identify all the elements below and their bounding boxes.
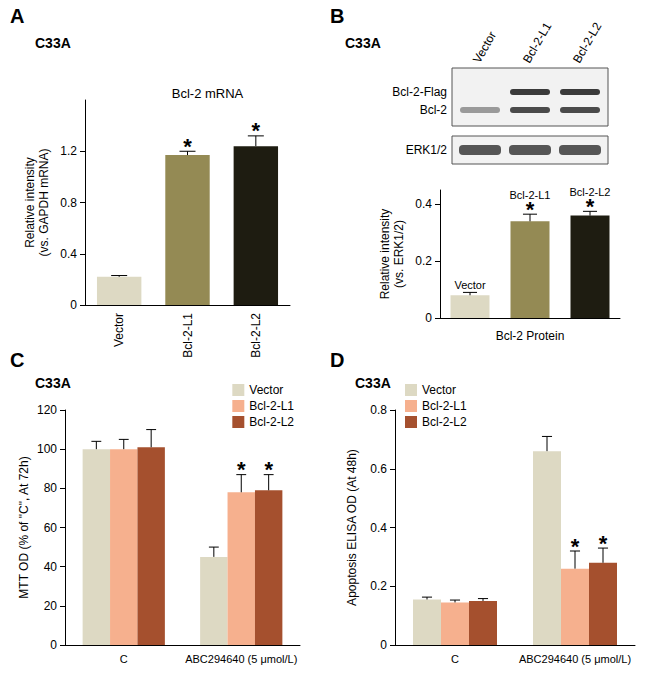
svg-text:Bcl-2-L1: Bcl-2-L1 [510,189,551,201]
svg-text:Vector: Vector [422,383,456,397]
svg-text:0.2: 0.2 [415,254,432,268]
svg-text:C33A: C33A [355,375,391,391]
svg-text:C: C [10,349,24,371]
svg-text:C33A: C33A [35,375,71,391]
svg-text:Apoptosis ELISA OD (At 48h): Apoptosis ELISA OD (At 48h) [345,449,359,606]
svg-text:A: A [10,5,24,27]
svg-text:D: D [330,349,344,371]
svg-text:*: * [183,134,192,159]
svg-text:Vector: Vector [470,29,499,65]
svg-text:Bcl-2-L2: Bcl-2-L2 [249,415,294,429]
svg-text:20: 20 [44,599,58,613]
svg-text:Bcl-2: Bcl-2 [420,103,448,117]
svg-text:*: * [571,534,580,559]
svg-text:100: 100 [37,442,57,456]
svg-text:MTT OD (% of "C", At 72h): MTT OD (% of "C", At 72h) [17,456,31,598]
svg-text:0: 0 [425,311,432,325]
svg-text:0.4: 0.4 [60,247,77,261]
svg-text:(vs. ERK1/2): (vs. ERK1/2) [392,220,406,288]
svg-text:0.2: 0.2 [370,579,387,593]
svg-text:0: 0 [70,298,77,312]
svg-text:C: C [120,653,128,665]
svg-text:*: * [264,457,273,482]
svg-text:Bcl-2-L1: Bcl-2-L1 [249,399,294,413]
svg-text:Vector: Vector [249,383,283,397]
svg-text:ABC294640 (5 μmol/L): ABC294640 (5 μmol/L) [185,653,297,665]
svg-text:*: * [237,457,246,482]
svg-text:(vs. GAPDH mRNA): (vs. GAPDH mRNA) [37,148,51,256]
svg-text:ERK1/2: ERK1/2 [406,143,448,157]
svg-text:0.8: 0.8 [60,196,77,210]
svg-text:0: 0 [380,638,387,652]
svg-text:Bcl-2-Flag: Bcl-2-Flag [392,85,447,99]
svg-text:1.2: 1.2 [60,144,77,158]
svg-text:0.4: 0.4 [415,197,432,211]
svg-text:Bcl-2 Protein: Bcl-2 Protein [496,329,565,343]
svg-text:Vector: Vector [454,279,486,291]
svg-text:Bcl-2-L1: Bcl-2-L1 [181,313,195,358]
svg-text:Bcl-2-L2: Bcl-2-L2 [249,313,263,358]
svg-text:Vector: Vector [112,313,126,347]
svg-text:0.4: 0.4 [370,521,387,535]
svg-text:Bcl-2-L1: Bcl-2-L1 [422,399,467,413]
svg-text:0.6: 0.6 [370,462,387,476]
svg-text:*: * [252,118,261,143]
svg-text:40: 40 [44,560,58,574]
svg-text:Bcl-2-L1: Bcl-2-L1 [520,20,555,66]
svg-text:Relative intensity: Relative intensity [378,209,392,300]
svg-text:0.8: 0.8 [370,403,387,417]
svg-text:Relative intensity: Relative intensity [23,157,37,248]
svg-text:120: 120 [37,403,57,417]
svg-text:*: * [599,531,608,556]
svg-text:0: 0 [50,638,57,652]
svg-text:Bcl-2 mRNA: Bcl-2 mRNA [172,86,244,101]
svg-text:Bcl-2-L2: Bcl-2-L2 [570,186,611,198]
svg-text:Bcl-2-L2: Bcl-2-L2 [570,20,605,66]
svg-text:Bcl-2-L2: Bcl-2-L2 [422,415,467,429]
svg-text:80: 80 [44,481,58,495]
svg-text:C33A: C33A [35,35,71,51]
svg-text:ABC294640 (5 μmol/L): ABC294640 (5 μmol/L) [519,653,631,665]
svg-text:B: B [330,5,344,27]
svg-text:C33A: C33A [345,35,381,51]
svg-text:C: C [451,653,459,665]
svg-text:60: 60 [44,521,58,535]
